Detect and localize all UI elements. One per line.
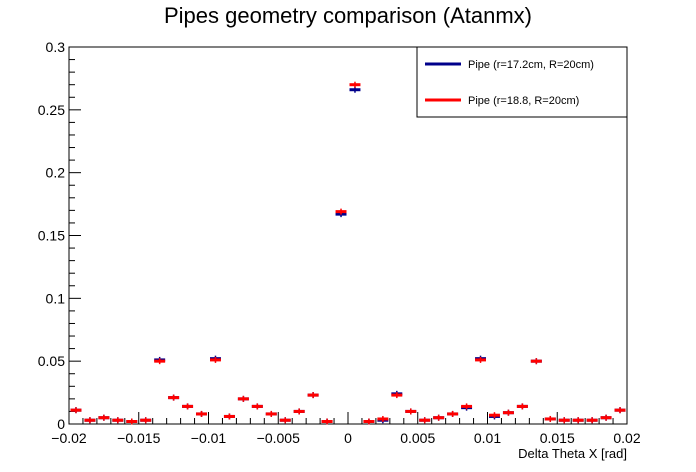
y-tick-label: 0.3 <box>46 39 66 55</box>
y-tick-label: 0.05 <box>38 353 65 369</box>
x-tick-label: −0.015 <box>117 430 160 446</box>
x-tick-label: −0.005 <box>257 430 300 446</box>
y-tick-label: 0.25 <box>38 102 65 118</box>
legend-box <box>416 46 628 118</box>
series-2 <box>70 81 626 425</box>
series-layer <box>70 81 626 425</box>
x-tick-label: −0.01 <box>191 430 227 446</box>
y-axis: 0 0.05 0.1 0.15 0.2 0.25 0.3 <box>38 39 81 432</box>
x-tick-label: −0.02 <box>51 430 87 446</box>
x-tick-label: 0 <box>344 430 352 446</box>
chart-title: Pipes geometry comparison (Atanmx) <box>164 3 532 28</box>
y-tick-label: 0.15 <box>38 228 65 244</box>
x-tick-label: 0.02 <box>613 430 640 446</box>
legend-label-series-1: Pipe (r=17.2cm, R=20cm) <box>468 59 594 71</box>
x-tick-label: 0.01 <box>474 430 501 446</box>
y-tick-label: 0.1 <box>46 290 66 306</box>
legend: Pipe (r=17.2cm, R=20cm) Pipe (r=18.8, R=… <box>416 46 628 118</box>
y-tick-label: 0.2 <box>46 165 66 181</box>
x-tick-label: 0.005 <box>400 430 435 446</box>
x-axis: −0.02 −0.015 −0.01 −0.005 0 0.005 0.01 0.015 0.0… <box>51 412 641 446</box>
series-1 <box>70 86 626 425</box>
x-axis-label: Delta Theta X [rad] <box>518 446 627 461</box>
legend-label-series-2: Pipe (r=18.8, R=20cm) <box>468 95 579 107</box>
y-tick-label: 0 <box>57 416 65 432</box>
x-tick-label: 0.015 <box>540 430 575 446</box>
